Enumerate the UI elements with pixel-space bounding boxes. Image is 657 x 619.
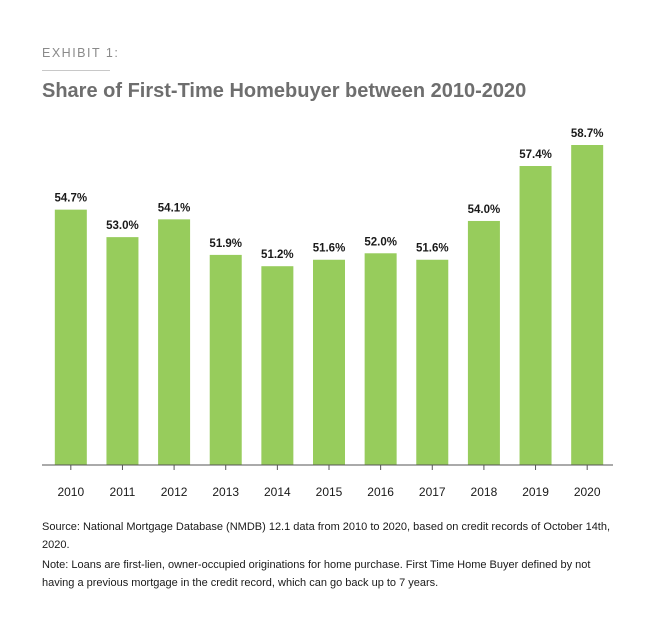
x-tick-label-2012: 2012 [161, 485, 188, 499]
data-label-2019: 57.4% [519, 149, 552, 161]
data-label-2015: 51.6% [313, 243, 346, 255]
data-label-2010: 54.7% [55, 193, 88, 205]
data-label-2020: 58.7% [571, 128, 604, 140]
bar-2019 [519, 166, 552, 465]
bar-2011 [106, 237, 139, 465]
bar-2013 [209, 254, 242, 465]
x-tick-label-2016: 2016 [367, 485, 394, 499]
x-tick-label-2011: 2011 [110, 485, 136, 499]
x-tick-label-2019: 2019 [522, 485, 549, 499]
exhibit-divider [42, 70, 110, 71]
bars-group: 54.7% 53.0% 54.1% 51.9% 51.2% 51.6% 52.0% 51.6%… [54, 128, 604, 465]
chart-title: Share of First-Time Homebuyer between 20… [42, 80, 527, 102]
x-ticks-group: 2010 2011 2012 2013 2014 2015 2016 2017 2018 2019… [57, 465, 601, 499]
bar-2017 [416, 259, 449, 465]
bar-2010 [54, 209, 87, 465]
bar-2016 [364, 253, 397, 465]
bar-2015 [313, 259, 345, 465]
data-label-2014: 51.2% [261, 249, 294, 261]
x-tick-label-2015: 2015 [316, 485, 343, 499]
exhibit-label: EXHIBIT 1: [42, 46, 120, 60]
data-label-2011: 53.0% [106, 220, 139, 232]
x-tick-label-2013: 2013 [212, 485, 239, 499]
x-tick-label-2010: 2010 [57, 485, 84, 499]
source-note: Source: National Mortgage Database (NMDB… [42, 521, 611, 551]
data-label-2017: 51.6% [416, 243, 449, 255]
bar-2012 [158, 219, 191, 465]
data-label-2012: 54.1% [158, 202, 191, 214]
x-tick-label-2014: 2014 [264, 485, 291, 499]
x-tick-label-2020: 2020 [574, 485, 601, 499]
bar-2014 [261, 266, 294, 465]
data-label-2018: 54.0% [468, 204, 501, 216]
bar-2018 [467, 220, 500, 465]
data-label-2013: 51.9% [209, 238, 242, 250]
bar-2020 [571, 145, 604, 465]
data-label-2016: 52.0% [364, 236, 397, 248]
x-tick-label-2018: 2018 [471, 485, 498, 499]
methodology-note: Note: Loans are first-lien, owner-occupi… [42, 559, 591, 589]
x-tick-label-2017: 2017 [419, 485, 446, 499]
